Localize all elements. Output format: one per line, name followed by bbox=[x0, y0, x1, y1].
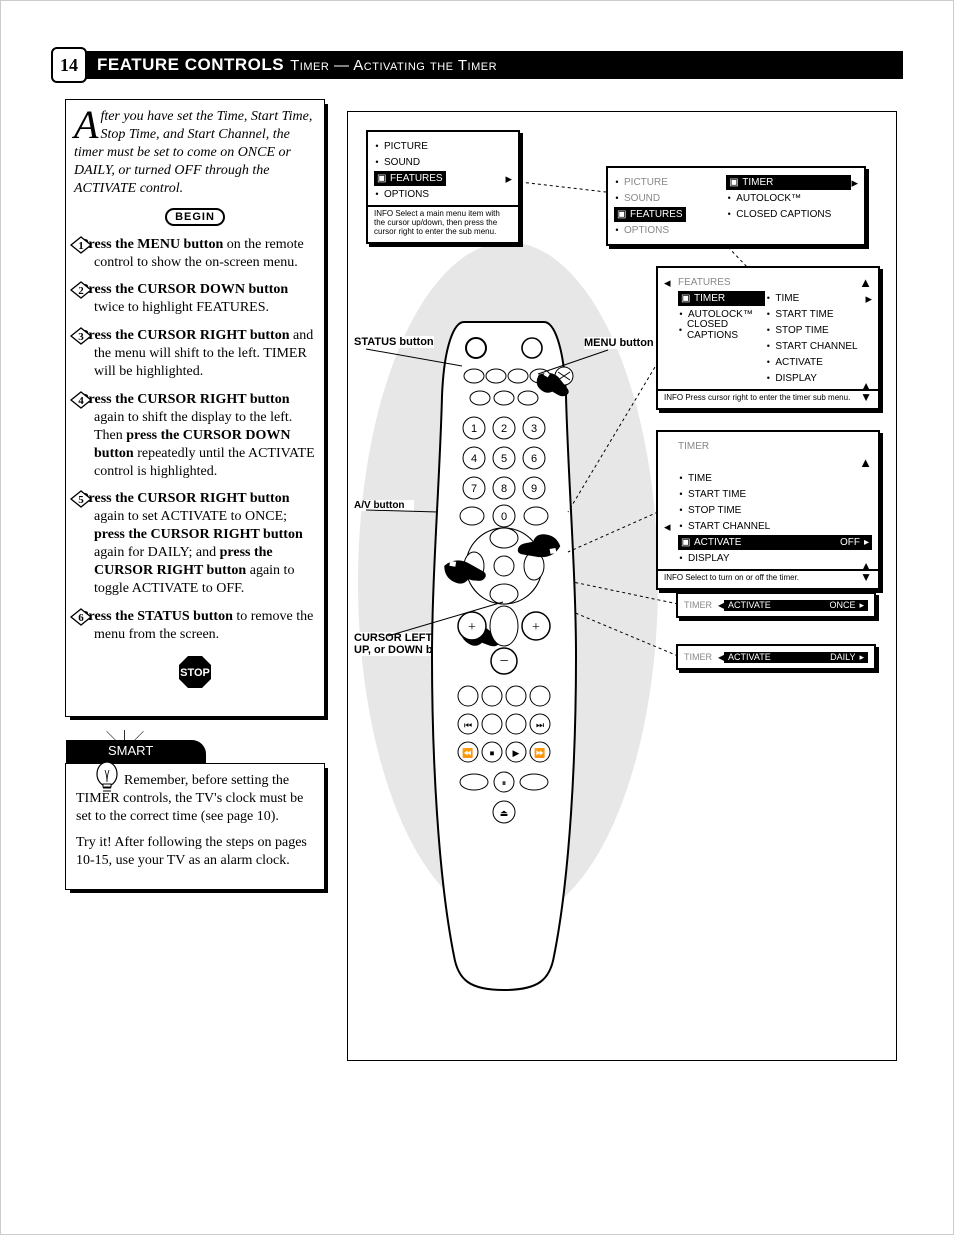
step-1: 1Press the MENU button on the remote con… bbox=[88, 236, 316, 272]
svg-text:3: 3 bbox=[78, 331, 84, 343]
svg-text:5: 5 bbox=[78, 494, 84, 506]
stop-text: STOP bbox=[180, 667, 210, 679]
osd-info-1: INFO Select a main menu item with the cu… bbox=[374, 209, 512, 236]
section-title-bar: FEATURE CONTROLS Timer — Activating the … bbox=[69, 51, 903, 79]
osd-info-4: ▲INFO Select to turn on or off the timer… bbox=[664, 573, 872, 582]
lightbulb-icon bbox=[94, 760, 120, 806]
osd-timer-menu: ◂FEATURES▣TIMER•AUTOLOCK™•CLOSED CAPTION… bbox=[656, 266, 880, 410]
diagram-panel: •PICTURE•SOUND▣FEATURES▸•OPTIONS INFO Se… bbox=[347, 111, 897, 1061]
instructions-column: After you have set the Time, Start Time,… bbox=[65, 99, 325, 890]
osd-main-menu: •PICTURE•SOUND▣FEATURES▸•OPTIONS INFO Se… bbox=[366, 130, 520, 244]
svg-text:2: 2 bbox=[78, 285, 84, 297]
osd-features-menu: •PICTURE•SOUND▣FEATURES•OPTIONS▣TIMER▸•A… bbox=[606, 166, 866, 246]
svg-text:1: 1 bbox=[78, 240, 84, 252]
tip-header: ＼ │ ／ SMART bbox=[66, 740, 206, 764]
stop-badge: STOP bbox=[74, 654, 316, 696]
step-5: 5Press the CURSOR RIGHT button again to … bbox=[88, 490, 316, 597]
page-header: 14 FEATURE CONTROLS Timer — Activating t… bbox=[51, 51, 903, 79]
dropcap: A bbox=[74, 108, 100, 142]
step-3: 3Press the CURSOR RIGHT button and the m… bbox=[88, 327, 316, 381]
svg-text:4: 4 bbox=[78, 395, 84, 407]
intro-paragraph: After you have set the Time, Start Time,… bbox=[74, 108, 316, 198]
step-6: 6Press the STATUS button to remove the m… bbox=[88, 608, 316, 644]
smart-tip-box: ＼ │ ／ SMART Remember, before setting the… bbox=[65, 763, 325, 890]
osd-info-3: ▲INFO Press cursor right to enter the ti… bbox=[664, 393, 872, 402]
instruction-box: After you have set the Time, Start Time,… bbox=[65, 99, 325, 717]
svg-text:6: 6 bbox=[78, 612, 84, 624]
section-title-bold: FEATURE CONTROLS bbox=[97, 55, 284, 75]
page-number-box: 14 bbox=[51, 47, 87, 83]
step-4: 4Press the CURSOR RIGHT button again to … bbox=[88, 391, 316, 481]
begin-badge: BEGIN bbox=[74, 208, 316, 226]
step-2: 2Press the CURSOR DOWN button twice to h… bbox=[88, 281, 316, 317]
section-title-sub: Timer — Activating the Timer bbox=[290, 57, 497, 74]
osd-activate-menu: ◂TIMER▲•TIME•START TIME•STOP TIME•START … bbox=[656, 430, 880, 590]
tip-p2: Try it! After following the steps on pag… bbox=[76, 834, 314, 870]
